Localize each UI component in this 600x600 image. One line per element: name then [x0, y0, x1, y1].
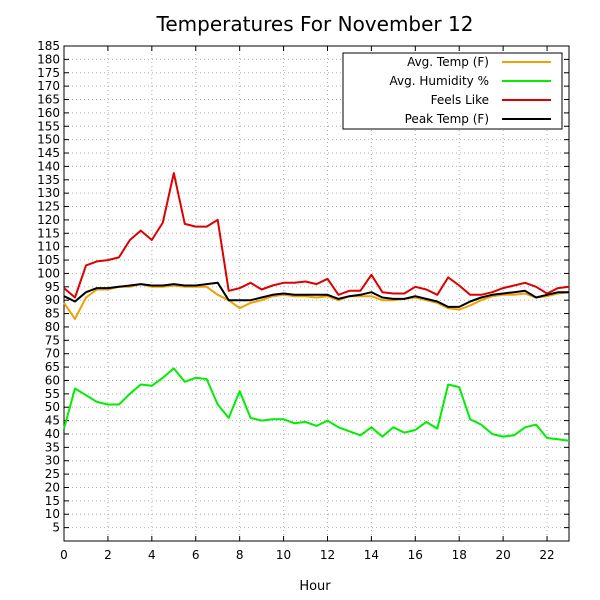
y-tick-label: 155 [37, 119, 60, 133]
y-tick-label: 180 [37, 52, 60, 66]
legend-label-avg-humidity: Avg. Humidity % [390, 74, 489, 88]
y-tick-label: 30 [45, 454, 60, 468]
y-tick-label: 115 [37, 226, 60, 240]
x-tick-label: 20 [495, 548, 510, 562]
y-tick-label: 125 [37, 200, 60, 214]
y-tick-label: 140 [37, 159, 60, 173]
y-tick-label: 65 [45, 360, 60, 374]
y-tick-label: 85 [45, 307, 60, 321]
plot-area-border [63, 45, 570, 542]
y-tick-label: 80 [45, 320, 60, 334]
x-tick-label: 0 [60, 548, 68, 562]
y-tick-label: 55 [45, 387, 60, 401]
y-tick-label: 145 [37, 146, 60, 160]
legend-label-peak-temp-f: Peak Temp (F) [405, 112, 489, 126]
y-tick-label: 25 [45, 467, 60, 481]
y-tick-label: 90 [45, 293, 60, 307]
x-axis-label: Hour [299, 579, 331, 594]
legend: Avg. Temp (F) Avg. Humidity % Feels Like Pe… [342, 52, 563, 130]
x-tick-label: 18 [452, 548, 467, 562]
y-tick-label: 185 [37, 39, 60, 53]
x-tick-label: 12 [320, 548, 335, 562]
y-tick-label: 150 [37, 133, 60, 147]
y-tick-label: 5 [52, 521, 60, 535]
y-tick-label: 165 [37, 93, 60, 107]
y-tick-label: 175 [37, 66, 60, 80]
y-tick-label: 105 [37, 253, 60, 267]
legend-label-avg-temp-f: Avg. Temp (F) [407, 55, 489, 69]
y-tick-label: 95 [45, 280, 60, 294]
y-tick-label: 170 [37, 79, 60, 93]
series-lines [63, 172, 570, 442]
series-line-peak-temp-f [63, 281, 569, 308]
y-axis: 5101520253035404550556065707580859095100… [37, 39, 569, 535]
grid [63, 45, 569, 541]
x-tick-label: 6 [192, 548, 200, 562]
y-tick-label: 70 [45, 347, 60, 361]
x-tick-label: 10 [276, 548, 291, 562]
y-tick-label: 20 [45, 480, 60, 494]
series-line-avg-humidity [63, 367, 570, 442]
y-tick-label: 100 [37, 266, 60, 280]
y-tick-label: 15 [45, 494, 60, 508]
legend-box [342, 52, 563, 130]
x-tick-label: 16 [408, 548, 423, 562]
y-tick-label: 135 [37, 173, 60, 187]
x-axis: 0 2 4 6 8 10 12 14 16 18 20 22 [60, 46, 555, 562]
x-tick-label: 8 [236, 548, 244, 562]
x-tick-label: 22 [539, 548, 554, 562]
x-tick-label: 4 [148, 548, 156, 562]
x-tick-label: 2 [104, 548, 112, 562]
y-tick-label: 120 [37, 213, 60, 227]
legend-label-feels-like: Feels Like [431, 93, 489, 107]
chart-title: Temperatures For November 12 [156, 12, 474, 36]
y-tick-label: 110 [37, 240, 60, 254]
x-tick-label: 14 [364, 548, 379, 562]
y-tick-label: 40 [45, 427, 60, 441]
y-tick-label: 50 [45, 400, 60, 414]
series-line-feels-like [63, 172, 570, 299]
y-tick-label: 45 [45, 414, 60, 428]
y-tick-label: 10 [45, 507, 60, 521]
y-tick-label: 160 [37, 106, 60, 120]
y-tick-label: 60 [45, 373, 60, 387]
y-tick-label: 35 [45, 440, 60, 454]
y-tick-label: 130 [37, 186, 60, 200]
y-tick-label: 75 [45, 333, 60, 347]
